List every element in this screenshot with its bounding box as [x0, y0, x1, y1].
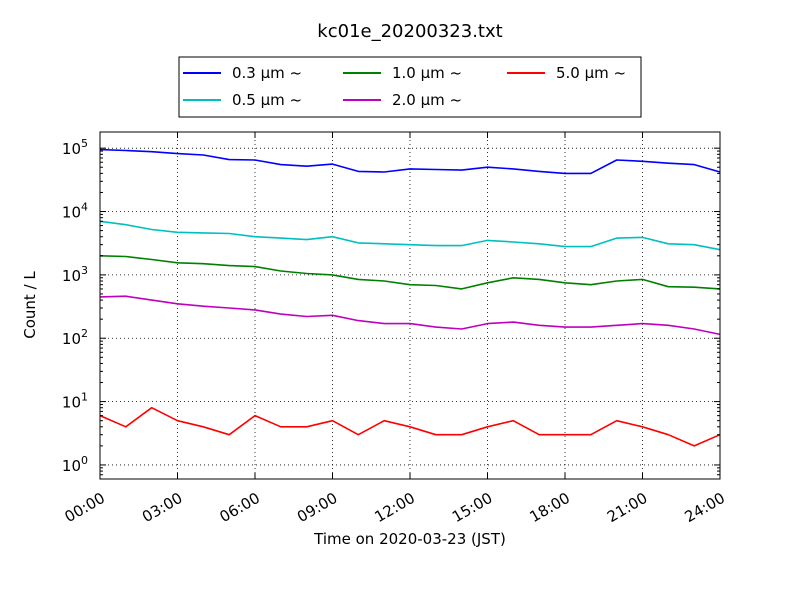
chart-title: kc01e_20200323.txt [317, 21, 502, 42]
series-line-3 [99, 295, 721, 336]
legend-label-1: 0.5 μm ~ [232, 91, 302, 109]
legend-label-0: 0.3 μm ~ [232, 64, 302, 82]
y-tick-label: 100 [62, 454, 88, 475]
x-axis-label: Time on 2020-03-23 (JST) [313, 530, 506, 548]
series-line-0 [99, 148, 721, 175]
x-tick-label: 09:00 [294, 489, 340, 526]
axis-ticks: 00:00 03:00 06:00 09:00 12:00 15:00 18:00 21:00… [62, 132, 728, 526]
series-lines [99, 148, 721, 447]
x-tick-label: 12:00 [372, 489, 418, 526]
x-tick-label: 03:00 [139, 489, 185, 526]
series-line-4 [99, 406, 721, 447]
grid [100, 132, 720, 479]
legend-label-4: 5.0 μm ~ [556, 64, 626, 82]
y-tick-label: 105 [62, 137, 88, 158]
legend-label-3: 2.0 μm ~ [392, 91, 462, 109]
y-tick-label: 103 [62, 264, 88, 285]
y-tick-label: 104 [62, 201, 88, 222]
y-tick-label: 101 [62, 391, 88, 412]
x-tick-label: 06:00 [217, 489, 263, 526]
y-tick-label: 102 [62, 327, 88, 348]
x-tick-label: 15:00 [449, 489, 495, 526]
legend: 0.3 μm ~ 0.5 μm ~ 1.0 μm ~ 2.0 μm ~ 5.0 μm ~ [178, 56, 642, 118]
legend-frame [178, 56, 642, 118]
x-tick-label: 21:00 [604, 489, 650, 526]
x-tick-label: 24:00 [682, 489, 728, 526]
series-line-1 [99, 220, 721, 251]
series-line-2 [99, 255, 721, 290]
y-axis-label: Count / L [21, 271, 39, 339]
legend-label-2: 1.0 μm ~ [392, 64, 462, 82]
x-tick-label: 18:00 [527, 489, 573, 526]
x-tick-label: 00:00 [62, 489, 108, 526]
